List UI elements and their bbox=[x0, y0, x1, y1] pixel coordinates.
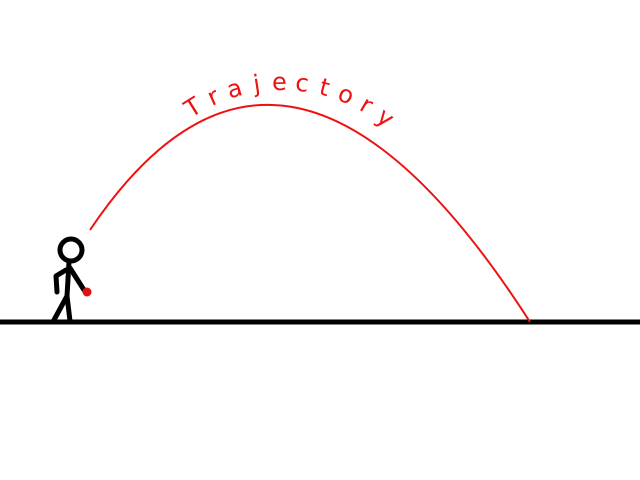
figure-head bbox=[57, 236, 85, 264]
trajectory-curve bbox=[89, 103, 531, 323]
trajectory-label-letter: r bbox=[355, 90, 378, 119]
trajectory-label-letter: c bbox=[294, 69, 310, 98]
figure-front-arm bbox=[67, 265, 87, 293]
figure-left-leg bbox=[51, 293, 70, 323]
trajectory-label-letter: r bbox=[203, 82, 224, 112]
trajectory-label-letter: o bbox=[334, 79, 358, 110]
ball-icon bbox=[82, 287, 92, 297]
trajectory-label-letter: T bbox=[178, 92, 206, 124]
stick-figure-icon bbox=[51, 236, 87, 324]
figure-right-leg bbox=[64, 293, 73, 324]
trajectory-label-letter: t bbox=[316, 73, 332, 102]
trajectory-label-letter: j bbox=[250, 70, 262, 99]
trajectory-label-letter: a bbox=[223, 73, 245, 104]
trajectory-label-letter: e bbox=[272, 68, 287, 96]
trajectory-label: Tr a j e c t ory bbox=[178, 68, 399, 133]
figure-back-arm bbox=[53, 267, 69, 295]
trajectory-label-letter: y bbox=[371, 102, 399, 133]
